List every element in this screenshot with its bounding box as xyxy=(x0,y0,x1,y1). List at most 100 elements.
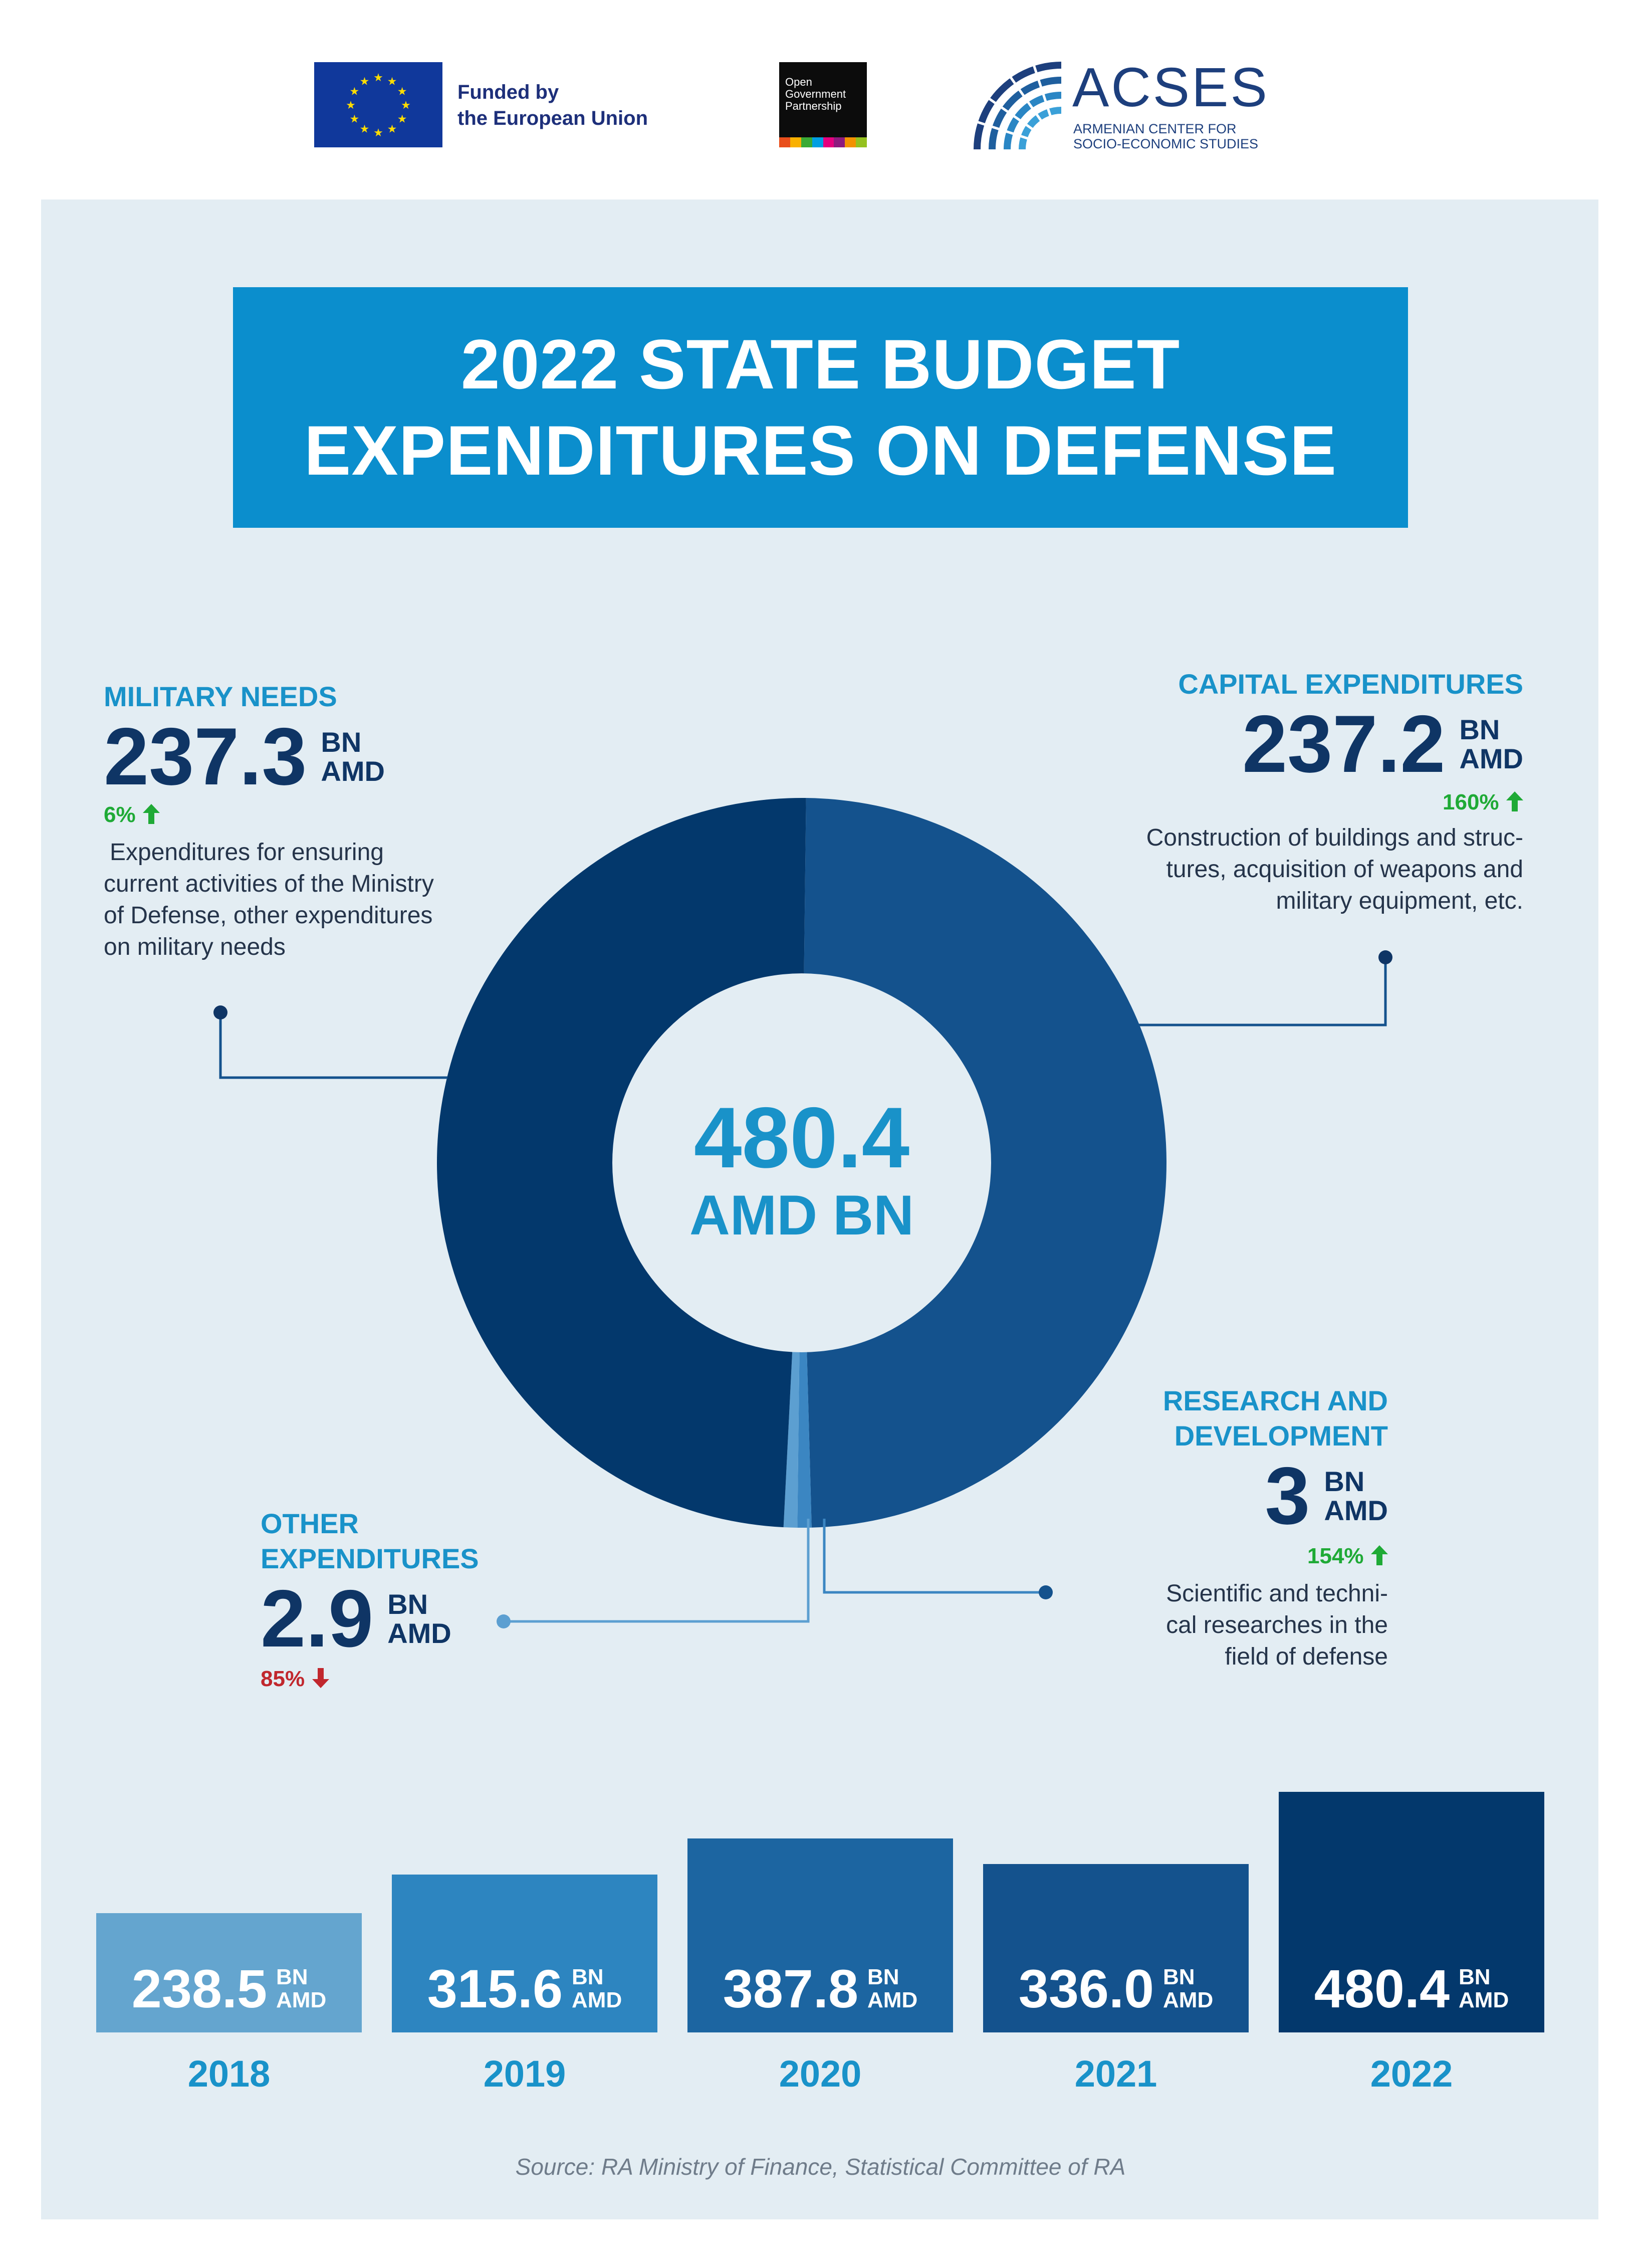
capital-title: CAPITAL EXPENDITURES xyxy=(1178,668,1523,700)
research-leader-line xyxy=(823,1519,1046,1594)
other-change: 85% xyxy=(261,1667,561,1692)
bar-label-2022: 480.4 BN AMD xyxy=(1279,1945,1544,2032)
title-line-2: EXPENDITURES ON DEFENSE xyxy=(304,411,1337,490)
bar-unit-bn: BN xyxy=(867,1964,899,1989)
capital-change: 160% xyxy=(1022,790,1523,815)
bar-label-row: 315.6 BN AMD xyxy=(392,1945,657,2032)
military-description: Expenditures for ensuring xyxy=(104,837,555,868)
bar-label-row: 387.8 BN AMD xyxy=(687,1945,953,2032)
bar-unit-label: BN AMD xyxy=(867,1964,917,2012)
donut-center-value: 480.4 xyxy=(693,1090,910,1186)
year-label-2021: 2021 xyxy=(1074,2053,1157,2095)
bar-value-label: 480.4 xyxy=(1314,1958,1450,2019)
research-change-value: 154% xyxy=(1307,1544,1364,1568)
capital-unit: BN AMD xyxy=(1459,715,1523,773)
acses-name: ACSES xyxy=(1072,57,1269,118)
military-change: 6% xyxy=(104,802,555,828)
bar-unit-label: BN AMD xyxy=(276,1964,326,2012)
military-unit-amd: AMD xyxy=(321,755,385,787)
title-line-1: 2022 STATE BUDGET xyxy=(460,325,1181,403)
acses-subtitle: ARMENIAN CENTER FOR SOCIO-ECONOMIC STUDI… xyxy=(1073,121,1258,151)
ogp-line-2: Government xyxy=(785,88,846,100)
capital-desc-line-1: Construction of buildings and struc- xyxy=(1146,824,1523,851)
bar-label-2018: 238.5 BN AMD xyxy=(96,1945,362,2032)
capital-change-value: 160% xyxy=(1443,790,1499,814)
bar-unit-bn: BN xyxy=(1163,1964,1195,1989)
year-label-2019: 2019 xyxy=(483,2053,566,2095)
year-label-2020: 2020 xyxy=(779,2053,862,2095)
research-unit-bn: BN xyxy=(1324,1466,1365,1497)
ogp-logo: Open Government Partnership xyxy=(779,62,867,147)
acses-emblem-icon xyxy=(972,60,1063,153)
eu-line-2: the European Union xyxy=(457,107,648,129)
eu-star-icon: ★ xyxy=(346,99,356,111)
military-leader-dot xyxy=(213,1005,227,1019)
bar-2019: 315.6 BN AMD xyxy=(392,1875,657,2032)
military-needs-block: MILITARY NEEDS 237.3 BN AMD 6% Expenditu… xyxy=(104,679,555,963)
ogp-logo-text: Open Government Partnership xyxy=(785,76,846,112)
other-change-value: 85% xyxy=(261,1667,305,1691)
military-change-value: 6% xyxy=(104,802,136,827)
military-description-rest: current activities of the Ministry of De… xyxy=(104,868,555,963)
capital-desc-line-3: military equipment, etc. xyxy=(1276,888,1523,914)
arrow-up-icon xyxy=(1506,791,1523,811)
capital-leader-dot xyxy=(1378,950,1392,964)
military-desc-line-2: current activities of the Ministry xyxy=(104,871,434,897)
bar-unit-amd: AMD xyxy=(1459,1987,1509,2012)
other-unit-bn: BN xyxy=(387,1588,428,1620)
capital-value-row: 237.2 BN AMD xyxy=(1022,702,1523,787)
military-desc-line-4: on military needs xyxy=(104,934,286,960)
bar-label-2019: 315.6 BN AMD xyxy=(392,1945,657,2032)
bar-value-label: 315.6 xyxy=(427,1958,563,2019)
eu-star-icon: ★ xyxy=(401,99,411,111)
other-title-line-1: OTHER xyxy=(261,1508,359,1539)
bar-label-2021: 336.0 BN AMD xyxy=(983,1945,1249,2032)
arrow-down-icon xyxy=(312,1668,329,1688)
source-note: Source: RA Ministry of Finance, Statisti… xyxy=(515,2154,1126,2180)
other-unit: BN AMD xyxy=(387,1590,451,1648)
eu-star-icon: ★ xyxy=(373,126,383,139)
bar-unit-bn: BN xyxy=(276,1964,308,1989)
bar-2021: 336.0 BN AMD xyxy=(983,1864,1249,2032)
capital-desc-line-2: tures, acquisition of weapons and xyxy=(1166,856,1523,883)
bar-2018: 238.5 BN AMD xyxy=(96,1913,362,2032)
other-value: 2.9 xyxy=(261,1573,374,1664)
bar-unit-label: BN AMD xyxy=(1459,1964,1509,2012)
capital-unit-amd: AMD xyxy=(1459,743,1523,774)
bar-label-row: 480.4 BN AMD xyxy=(1279,1945,1544,2032)
bar-value-label: 387.8 xyxy=(723,1958,859,2019)
research-value: 3 xyxy=(1265,1451,1310,1541)
research-desc-line-1: Scientific and techni- xyxy=(1166,1580,1388,1607)
eu-star-icon: ★ xyxy=(397,113,407,125)
eu-star-icon: ★ xyxy=(350,85,360,98)
donut-center-hole xyxy=(612,973,991,1352)
bar-label-2020: 387.8 BN AMD xyxy=(687,1945,953,2032)
capital-description: Construction of buildings and struc- tur… xyxy=(1022,822,1523,917)
military-desc-line-3: of Defense, other expenditures xyxy=(104,902,433,929)
bar-2022: 480.4 BN AMD xyxy=(1279,1792,1544,2032)
eu-star-icon: ★ xyxy=(360,75,370,87)
bar-unit-bn: BN xyxy=(1459,1964,1491,1989)
eu-star-icon: ★ xyxy=(373,71,383,84)
ogp-line-3: Partnership xyxy=(785,100,842,112)
year-label-2018: 2018 xyxy=(187,2053,271,2095)
other-leader-dot xyxy=(497,1614,511,1628)
bar-unit-amd: AMD xyxy=(572,1987,622,2012)
military-desc-line-1: Expenditures for ensuring xyxy=(110,839,384,866)
title-banner: 2022 STATE BUDGET EXPENDITURES ON DEFENS… xyxy=(233,287,1408,528)
capital-value: 237.2 xyxy=(1242,699,1446,789)
research-change: 154% xyxy=(1072,1544,1388,1569)
research-desc-line-3: field of defense xyxy=(1225,1643,1388,1670)
military-unit-bn: BN xyxy=(321,726,362,758)
bar-value-label: 336.0 xyxy=(1018,1958,1154,2019)
research-title-line-2: DEVELOPMENT xyxy=(1174,1420,1388,1452)
bar-unit-amd: AMD xyxy=(1163,1987,1214,2012)
research-desc-line-2: cal researches in the xyxy=(1166,1612,1388,1638)
research-title-line-1: RESEARCH AND xyxy=(1162,1385,1388,1416)
other-leader-line xyxy=(504,1519,810,1623)
bar-2020: 387.8 BN AMD xyxy=(687,1838,953,2032)
arrow-up-icon xyxy=(1371,1545,1388,1565)
military-value-row: 237.3 BN AMD xyxy=(104,714,555,799)
